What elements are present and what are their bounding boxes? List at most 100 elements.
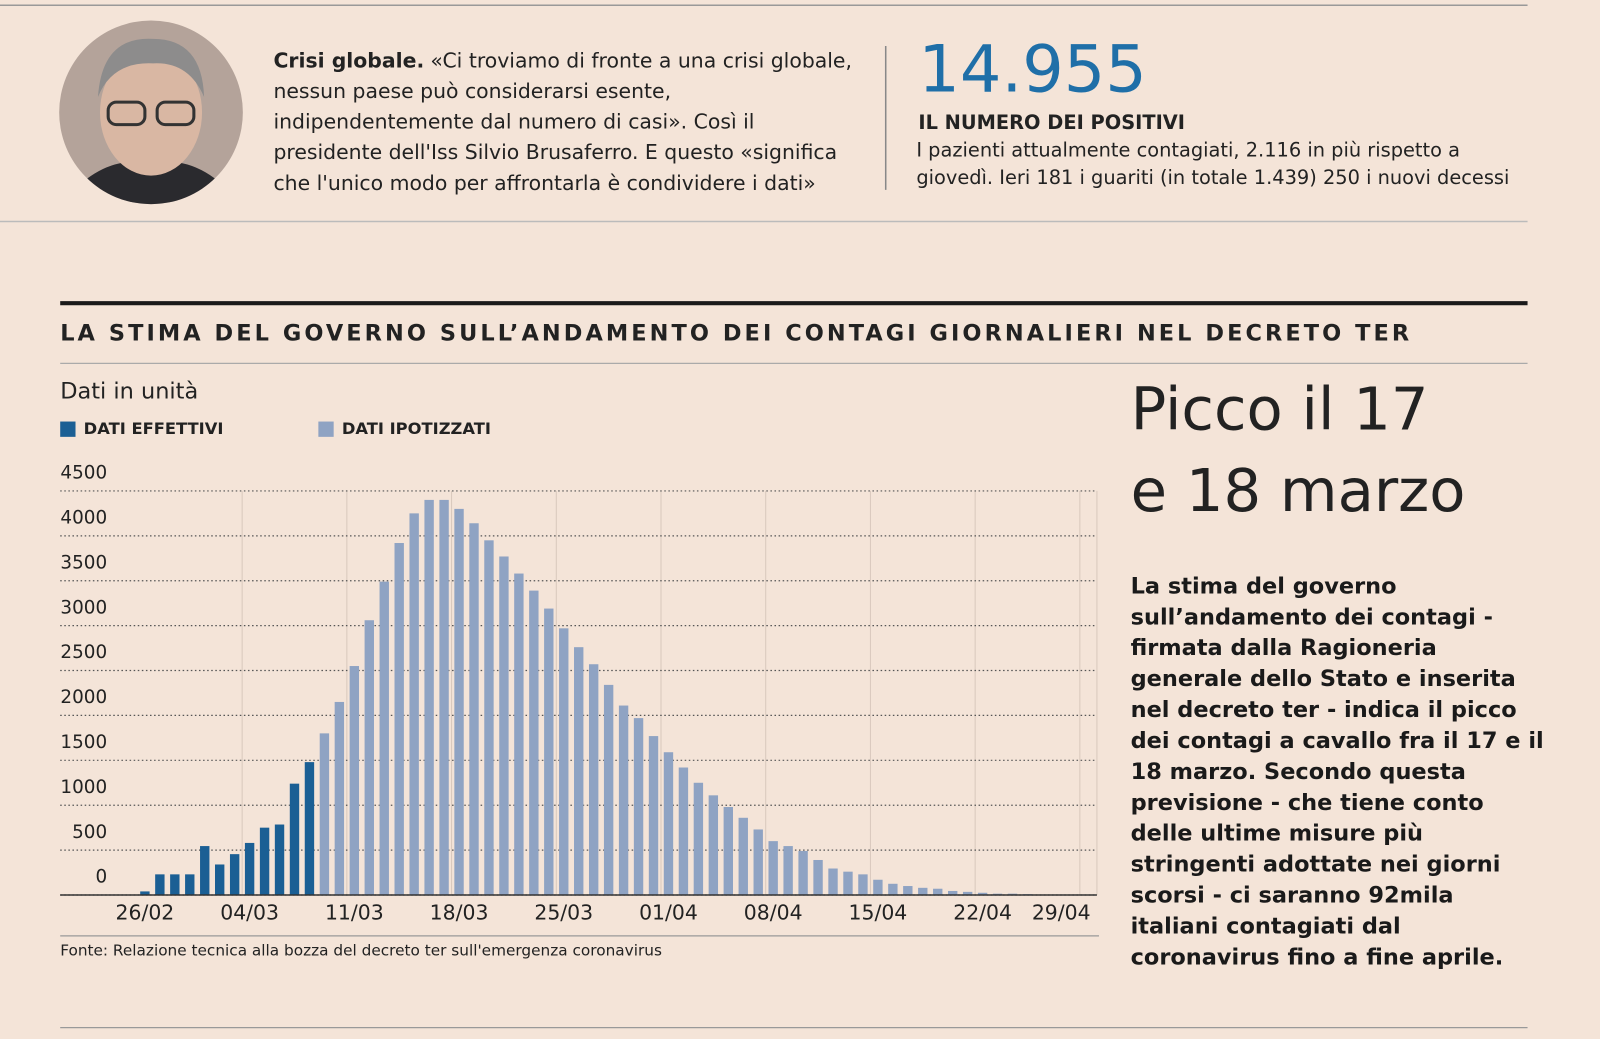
bar [289,783,300,896]
bar [798,851,808,896]
bar [409,513,419,896]
bar [588,664,599,896]
bar [529,590,539,896]
y-tick-label: 1000 [60,777,107,798]
key-number-text: giovedì. Ieri 181 i guariti (in totale 1… [916,166,1509,189]
bar [903,886,913,896]
chart-source: Fonte: Relazione tecnica alla bozza del … [60,942,662,960]
bar [738,817,748,896]
quote-line: nessun paese può considerarsi esente, [273,79,671,103]
side-text-line: sull’andamento dei contagi - [1131,604,1493,630]
bar [155,874,165,896]
y-tick-label: 4500 [60,463,107,484]
headline: Picco il 17 [1131,374,1429,443]
bar [439,499,449,896]
bar [888,883,898,896]
bar [499,556,509,896]
x-tick-label: 18/03 [430,900,489,924]
bar [319,733,330,896]
bar [918,887,928,896]
y-tick-label: 2500 [60,642,107,663]
bar [828,868,838,896]
bar [244,842,255,896]
bar [663,752,674,896]
x-tick-label: 11/03 [325,900,384,924]
legend-swatch [60,421,76,437]
y-tick-label: 3000 [60,597,107,618]
y-tick-label: 4000 [60,507,107,528]
bar [708,795,719,896]
side-text-line: scorsi - ci saranno 92mila [1131,883,1454,909]
photo-face [100,49,203,176]
bar [723,807,733,896]
bar [603,684,614,896]
bar [454,508,464,896]
key-number-text: I pazienti attualmente contagiati, 2.116… [916,139,1460,162]
side-text-line: coronavirus fino a fine aprile. [1131,944,1504,970]
legend-label: DATI IPOTIZZATI [342,419,491,438]
bar [334,701,345,896]
quote-line: «Ci troviamo di fronte a una crisi globa… [430,48,852,72]
x-tick-label: 26/02 [116,900,175,924]
bar [858,874,868,896]
bar [693,782,704,896]
bar [304,762,315,896]
bar [768,841,778,896]
side-text: La stima del governo sull’andamento dei c… [1131,573,1544,970]
bar [185,874,195,896]
chart-title: LA STIMA DEL GOVERNO SULL’ANDAMENTO DEI … [60,320,1412,346]
bar [843,871,853,896]
chart: 26/02 04/03 11/03 18/03 25/03 01/04 08/04 15/04… [60,419,1098,924]
bar [783,846,793,896]
bar [514,573,524,896]
bar [977,892,988,896]
key-number: 14.955 [918,32,1146,108]
bar [678,767,689,896]
bar [140,891,150,896]
x-tick-label: 15/04 [849,900,908,924]
bar [469,523,479,896]
bar [574,647,584,896]
bar [424,499,434,896]
side-text-line: stringenti adottate nei giorni [1131,852,1501,878]
bar [229,854,240,896]
quote-line: presidente dell'Iss Silvio Brusaferro. E… [273,140,837,164]
legend-swatch [318,421,334,437]
bar [813,859,823,896]
side-text-line: 18 marzo. Secondo questa [1131,759,1466,785]
bar [200,846,210,896]
bar [484,540,494,896]
photo-glasses [106,100,147,127]
y-tick-label: 1500 [60,732,107,753]
bar [379,581,389,896]
bar [633,718,644,896]
x-tick-label: 01/04 [639,900,698,924]
quote-line: che l'unico modo per affrontarla è condi… [273,171,815,195]
x-tick-label: 25/03 [534,900,593,924]
headline: e 18 marzo [1131,456,1466,525]
quote-line: indipendentemente dal numero di casi». C… [273,110,754,134]
bar [618,705,629,896]
side-text-line: nel decreto ter - indica il picco [1131,697,1517,723]
x-tick-label: 29/04 [1032,900,1091,924]
bar [215,864,225,896]
photo [59,20,243,205]
bar [364,620,374,896]
side-text-line: delle ultime misure più [1131,821,1423,847]
side-text-line: italiani contagiati dal [1131,913,1401,939]
bar [170,874,180,896]
photo-hair [97,38,205,98]
bar [394,543,404,896]
x-tick-label: 08/04 [744,900,803,924]
key-number-label: IL NUMERO DEI POSITIVI [918,111,1185,134]
x-tick-label: 22/04 [953,900,1012,924]
y-tick-label: 500 [72,822,107,843]
bar [948,890,958,896]
quote-lead: Crisi globale. [273,48,424,72]
photo-glasses [155,100,196,127]
bar [962,891,973,896]
bar [274,824,285,896]
bar [648,736,659,896]
